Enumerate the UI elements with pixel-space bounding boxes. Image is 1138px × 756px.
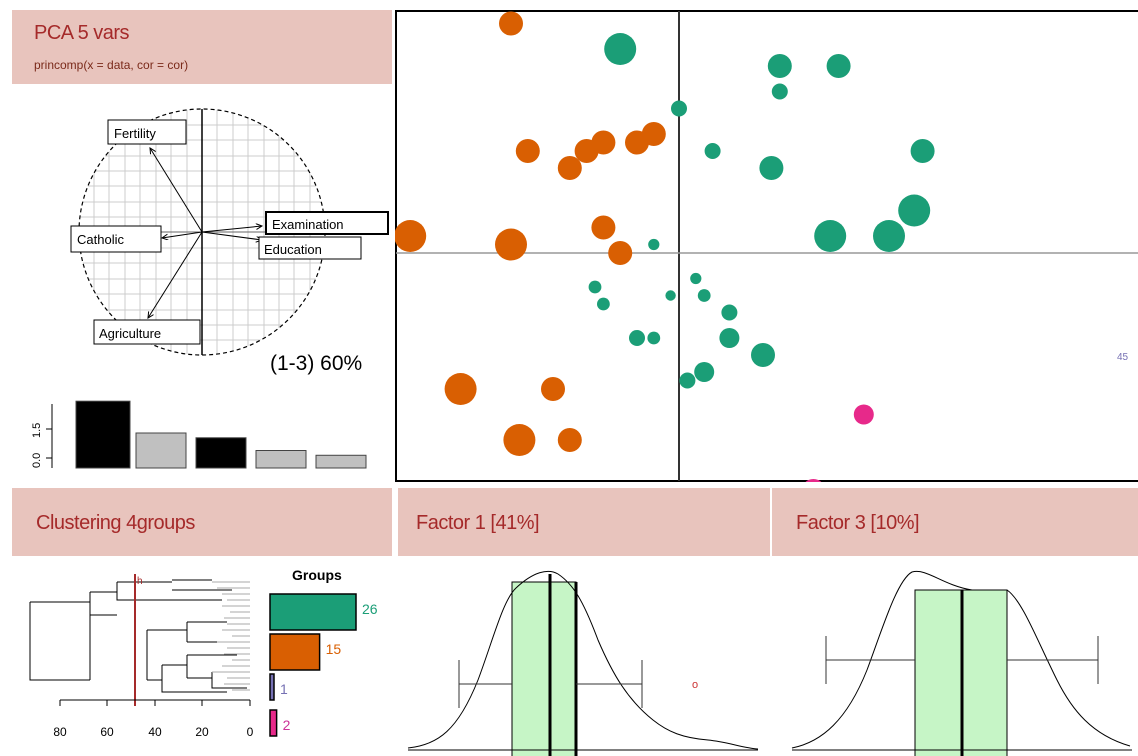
group-bar-3 (269, 673, 275, 701)
groups-title: Groups (292, 567, 342, 583)
scatter-point-g2-13 (588, 280, 602, 294)
scatter-point-g2-17 (697, 289, 711, 302)
eigen-bar-pc1 (75, 400, 131, 469)
factor1-density-curve (407, 570, 759, 750)
scatter-point-g2-3 (826, 54, 851, 78)
factor1-header: Factor 1 [41%] (398, 488, 770, 556)
scatter-point-g2-2 (767, 54, 792, 78)
scatter-point-g1-0 (499, 11, 523, 36)
scatter-edge-label: 45 (1117, 352, 1129, 363)
scatter-point-g2-4 (771, 83, 788, 100)
scatter-point-g1-3 (557, 156, 582, 180)
clustering-header: Clustering 4groups (12, 488, 392, 556)
group-count-3: 1 (280, 681, 288, 697)
scatter-point-g2-6 (704, 143, 721, 159)
scatter-point-g1-11 (444, 373, 477, 405)
group-bar-2 (269, 633, 321, 671)
scatter-point-g2-11 (873, 220, 905, 252)
scatter-point-g1-12 (541, 377, 565, 401)
scatter-point-g1-9 (495, 228, 527, 261)
eigen-bar-pc5 (315, 454, 367, 469)
label-examination: Examination (272, 217, 344, 232)
factor1-box (511, 581, 577, 756)
dendro-tick-4: 0 (247, 725, 254, 739)
scatter-point-g2-21 (647, 331, 661, 345)
pca-subtitle: princomp(x = data, cor = cor) (34, 58, 189, 72)
dendro-tick-3: 20 (195, 725, 209, 739)
group-bar-1 (269, 593, 357, 631)
scatter-point-g2-5 (671, 100, 687, 117)
dendrogram-panel: h 80 60 40 20 0 Groups 26 15 1 2 (29, 567, 378, 739)
scatter-point-g1-8 (395, 220, 427, 252)
scatter-point-g2-23 (694, 362, 715, 382)
eigen-bar-pc3 (195, 437, 247, 469)
cut-label: h (137, 576, 143, 587)
scatter-point-g2-1 (604, 33, 637, 65)
eigen-bar-pc4 (255, 450, 307, 469)
arrow-examination (201, 226, 262, 233)
scatter-point-g1-6 (641, 122, 666, 146)
factor3-density-plot (791, 570, 1132, 756)
scatter-point-g2-19 (719, 328, 740, 348)
arrow-agriculture (148, 231, 203, 318)
scatter-point-g1-10 (608, 241, 633, 265)
factor1-title: Factor 1 [41%] (416, 512, 540, 534)
dendro-tick-2: 40 (148, 725, 162, 739)
dendro-tick-1: 60 (100, 725, 114, 739)
eigen-tick-0: 0.0 (31, 453, 43, 468)
scatter-point-g2-22 (629, 330, 645, 346)
factor3-header: Factor 3 [10%] (772, 488, 1138, 556)
arrow-catholic (162, 231, 203, 238)
scatter-point-g2-10 (814, 220, 847, 252)
label-fertility: Fertility (114, 126, 156, 141)
dendro-tick-0: 80 (53, 725, 67, 739)
group-count-1: 26 (362, 601, 378, 617)
scatter-point-g2-24 (679, 372, 696, 389)
arrow-education (201, 231, 262, 240)
pca-header: PCA 5 vars princomp(x = data, cor = cor) (12, 10, 392, 84)
scatter-point-g1-7 (591, 215, 616, 240)
factor1-density-plot: o (407, 570, 759, 756)
variance-label: (1-3) 60% (270, 352, 362, 375)
label-catholic: Catholic (77, 232, 124, 247)
eigenvalue-bar-chart: 0.0 1.5 (31, 400, 367, 469)
scatter-point-g2-12 (648, 238, 660, 251)
pca-scatter-plot: 45 (395, 10, 1138, 482)
eigen-tick-1: 1.5 (31, 423, 43, 438)
group-count-4: 2 (283, 717, 291, 733)
group-bar-4 (269, 709, 278, 737)
clustering-title: Clustering 4groups (36, 512, 195, 534)
scatter-point-g2-18 (721, 304, 738, 321)
dendrogram (29, 579, 247, 693)
scatter-point-g2-8 (910, 139, 935, 163)
label-agriculture: Agriculture (99, 326, 161, 341)
correlation-circle-plot: Fertility Examination Education Catholic… (70, 108, 389, 375)
scatter-point-g2-15 (665, 290, 676, 301)
scatter-point-g2-9 (898, 194, 931, 227)
label-education: Education (264, 242, 322, 257)
scatter-point-g2-20 (751, 343, 775, 367)
factor1-outlier: o (692, 679, 698, 691)
arrow-fertility (150, 148, 203, 233)
eigen-bar-pc2 (135, 432, 187, 469)
scatter-point-g1-13 (503, 424, 536, 456)
factor3-title: Factor 3 [10%] (796, 512, 920, 534)
scatter-point-g2-14 (597, 297, 610, 311)
scatter-point-g1-4 (591, 130, 616, 155)
dendrogram-leaves (212, 581, 250, 691)
factor3-density-curve (791, 570, 1131, 749)
scatter-point-g2-7 (759, 156, 784, 180)
scatter-point-g2-16 (690, 272, 702, 285)
scatter-point-g3-0 (853, 404, 874, 425)
pca-title: PCA 5 vars (34, 22, 130, 44)
scatter-point-g1-1 (515, 139, 540, 163)
scatter-point-g3-1 (805, 479, 822, 482)
group-count-2: 15 (326, 641, 342, 657)
scatter-point-g1-14 (557, 428, 582, 452)
